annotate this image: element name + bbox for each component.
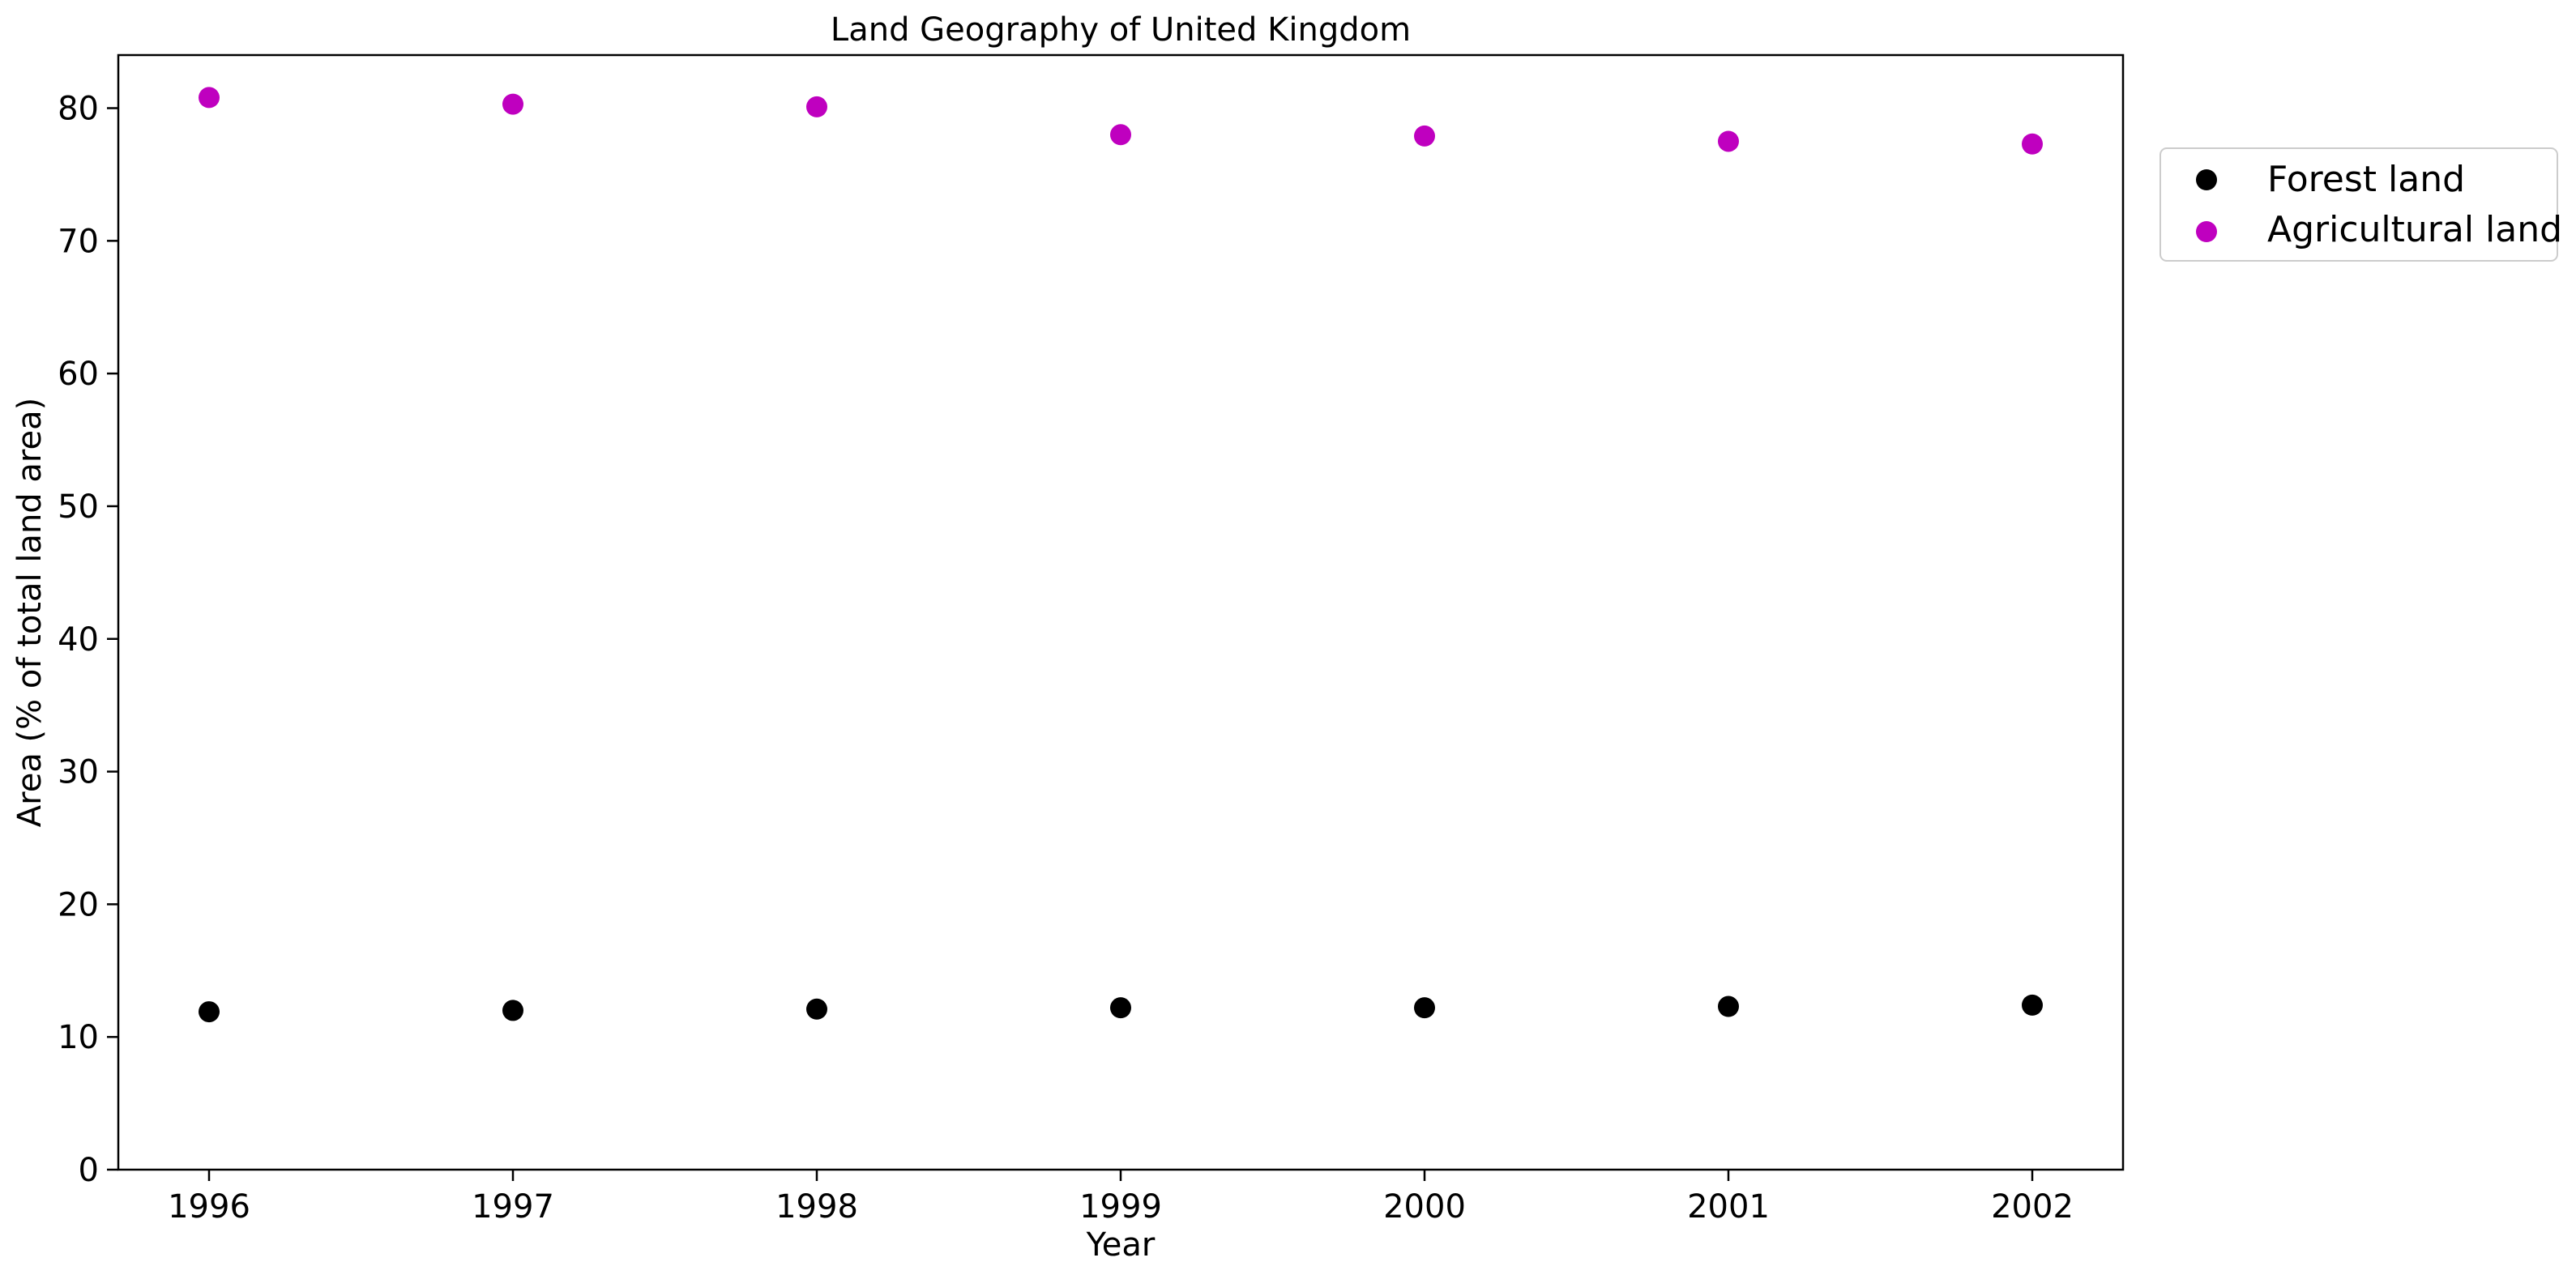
data-points <box>199 87 2043 1023</box>
y-tick-label: 30 <box>58 754 99 791</box>
data-point-forest-land <box>1110 997 1131 1019</box>
x-tick-label: 1999 <box>1079 1188 1162 1226</box>
legend-frame <box>2159 147 2558 262</box>
legend: Forest land Agricultural land <box>2159 147 2562 262</box>
y-tick-label: 80 <box>58 91 99 128</box>
y-tick-label: 70 <box>58 223 99 260</box>
x-tick-label: 1997 <box>472 1188 554 1226</box>
y-axis: 0 10 20 30 40 50 60 70 80 <box>58 91 118 1189</box>
x-tick-label: 2000 <box>1383 1188 1466 1226</box>
x-tick-label: 1998 <box>775 1188 858 1226</box>
data-point-agricultural-land <box>199 87 220 109</box>
data-point-forest-land <box>502 1000 523 1021</box>
y-axis-title: Area (% of total land area) <box>11 398 49 827</box>
y-tick-label: 50 <box>58 488 99 526</box>
x-axis-title: Year <box>1086 1226 1156 1264</box>
data-point-forest-land <box>199 1001 220 1023</box>
y-tick-label: 10 <box>58 1019 99 1056</box>
legend-marker-forest-land <box>2196 169 2217 190</box>
y-tick-label: 20 <box>58 886 99 923</box>
legend-marker-agricultural-land <box>2196 221 2217 242</box>
y-tick-label: 0 <box>79 1152 99 1189</box>
data-point-agricultural-land <box>1718 130 1739 152</box>
data-point-agricultural-land <box>1110 124 1131 146</box>
data-point-agricultural-land <box>806 96 827 117</box>
data-point-forest-land <box>1414 997 1435 1019</box>
legend-label-forest-land: Forest land <box>2267 159 2465 200</box>
data-point-forest-land <box>1718 995 1739 1017</box>
y-tick-label: 60 <box>58 356 99 393</box>
legend-label-agricultural-land: Agricultural land <box>2267 209 2562 250</box>
y-tick-label: 40 <box>58 621 99 659</box>
chart-title: Land Geography of United Kingdom <box>831 11 1411 49</box>
data-point-agricultural-land <box>2022 133 2043 155</box>
x-tick-label: 1996 <box>168 1188 250 1226</box>
data-point-forest-land <box>2022 994 2043 1016</box>
data-point-agricultural-land <box>1414 125 1435 147</box>
data-point-agricultural-land <box>502 93 523 115</box>
x-tick-label: 2002 <box>1991 1188 2074 1226</box>
x-axis: 1996 1997 1998 1999 2000 2001 2002 <box>168 1170 2074 1226</box>
data-point-forest-land <box>806 998 827 1020</box>
x-tick-label: 2001 <box>1687 1188 1770 1226</box>
